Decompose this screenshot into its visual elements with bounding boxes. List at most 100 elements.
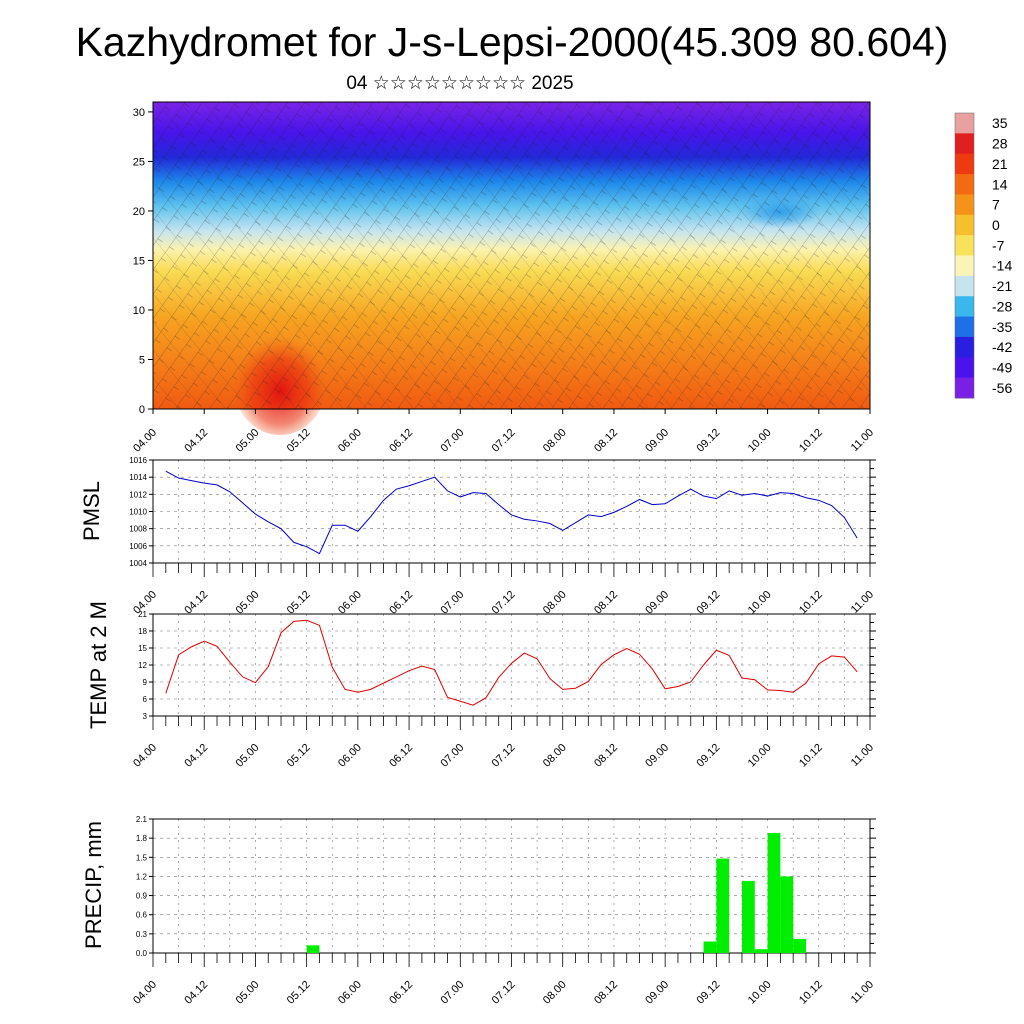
page-title: Kazhydromet for J-s-Lepsi-2000(45.309 80…	[75, 19, 949, 65]
colorbar-swatch	[955, 113, 974, 134]
cs-y-tick-label: 15	[133, 255, 145, 267]
x-tick-label: 06.00	[336, 589, 364, 617]
cs-x-tick-label: 06.00	[336, 427, 364, 455]
series-line	[165, 619, 858, 706]
colorbar-label: -28	[992, 298, 1012, 314]
colorbar-swatch	[955, 194, 974, 216]
x-tick-label: 07.00	[438, 979, 466, 1007]
y-tick-label: 0.9	[136, 892, 148, 901]
x-tick-label: 08.12	[592, 979, 620, 1007]
precip-axis-title: PRECIP, mm	[81, 821, 106, 949]
x-tick-label: 10.00	[746, 742, 774, 770]
page-subtitle: 04 ☆☆☆☆☆☆☆☆☆ 2025	[346, 73, 574, 94]
x-tick-label: 11.00	[849, 979, 876, 1006]
y-tick-label: 1004	[129, 559, 147, 568]
colorbar-label: -56	[992, 380, 1012, 396]
colorbar-label: 35	[992, 115, 1008, 131]
colorbar-swatch	[955, 357, 974, 379]
colorbar-label: -7	[992, 237, 1005, 253]
y-tick-label: 1006	[129, 542, 147, 551]
precip-bar	[780, 876, 794, 953]
x-tick-label: 09.00	[643, 589, 671, 617]
x-tick-label: 10.12	[797, 979, 825, 1007]
cs-y-tick-label: 30	[133, 107, 145, 119]
x-tick-label: 10.00	[746, 979, 774, 1007]
x-tick-label: 05.12	[285, 742, 313, 770]
y-tick-label: 6	[143, 695, 148, 704]
precip-bar	[793, 938, 806, 953]
colorbar-label: 14	[992, 176, 1008, 192]
precip-bar	[767, 833, 781, 953]
x-tick-label: 05.12	[285, 589, 313, 617]
y-tick-label: 1016	[129, 456, 147, 465]
precip-bar	[741, 880, 755, 953]
x-tick-label: 06.12	[387, 589, 415, 617]
y-tick-label: 15	[138, 644, 147, 653]
y-tick-label: 0.3	[136, 930, 148, 939]
x-tick-label: 05.00	[234, 979, 262, 1007]
colorbar-swatch	[955, 336, 974, 358]
x-tick-label: 11.00	[849, 589, 876, 616]
x-tick-label: 08.00	[541, 742, 569, 770]
colorbar-label: 21	[992, 156, 1008, 172]
x-tick-label: 07.12	[490, 979, 518, 1007]
colorbar-swatch	[955, 133, 974, 155]
colorbar: 35 28 21 14 7 0 -7 -14 -21 -28 -35 -42 -49 -56	[954, 112, 1012, 399]
y-tick-label: 1010	[129, 508, 147, 517]
colorbar-swatch	[955, 316, 974, 338]
precip-panel: PRECIP, mm 0.0 0.3 0.6 0.9 1.2 1.5 1.8 2.1 04.00…	[81, 815, 876, 1007]
cs-y-tick-label: 10	[133, 305, 145, 317]
colorbar-swatch	[955, 296, 974, 318]
colorbar-swatch	[955, 153, 974, 175]
colorbar-swatch	[955, 235, 974, 256]
colorbar-label: -42	[992, 339, 1012, 355]
precip-bar	[754, 949, 768, 953]
cs-y-tick-label: 20	[133, 206, 145, 218]
y-tick-label: 0.6	[136, 911, 148, 920]
cs-x-tick-label: 11.00	[849, 427, 876, 454]
x-tick-label: 06.00	[336, 979, 364, 1007]
x-tick-label: 06.12	[387, 742, 415, 770]
y-tick-label: 1.5	[136, 853, 148, 862]
cs-x-tick-label: 07.00	[438, 427, 466, 455]
x-tick-label: 04.12	[182, 742, 210, 770]
cs-x-tick-label: 09.12	[695, 427, 723, 455]
x-tick-label: 09.00	[643, 979, 671, 1007]
colorbar-swatch	[955, 255, 974, 277]
x-tick-label: 08.00	[541, 979, 569, 1007]
cs-x-tick-label: 10.12	[797, 427, 825, 455]
colorbar-frame	[954, 112, 975, 399]
y-tick-label: 0.0	[136, 949, 148, 958]
colorbar-label: 7	[992, 197, 1000, 213]
colorbar-swatch	[955, 377, 974, 399]
cs-y-tick-label: 0	[139, 404, 145, 416]
y-tick-label: 1012	[129, 490, 147, 499]
colorbar-swatch	[955, 275, 974, 297]
x-tick-label: 07.12	[490, 742, 518, 770]
colorbar-label: -14	[992, 258, 1012, 274]
x-tick-label: 08.00	[541, 589, 569, 617]
x-tick-label: 05.12	[285, 979, 313, 1007]
colorbar-label: -35	[992, 319, 1012, 335]
cs-x-tick-label: 05.00	[234, 427, 262, 455]
x-tick-label: 09.00	[643, 742, 671, 770]
x-tick-label: 04.12	[182, 979, 210, 1007]
colorbar-swatch	[955, 174, 974, 195]
x-tick-label: 10.00	[746, 589, 774, 617]
precip-bar	[703, 941, 717, 953]
colorbar-label: 28	[992, 136, 1008, 152]
x-tick-label: 10.12	[797, 589, 825, 617]
y-tick-label: 18	[138, 627, 147, 636]
x-tick-label: 05.00	[234, 742, 262, 770]
cs-x-tick-label: 09.00	[643, 427, 671, 455]
y-tick-label: 9	[143, 678, 148, 687]
cs-x-tick-label: 08.12	[592, 427, 620, 455]
x-tick-label: 08.12	[592, 589, 620, 617]
y-tick-label: 1014	[129, 473, 147, 482]
cs-x-tick-label: 04.00	[131, 427, 159, 455]
cs-x-tick-label: 07.12	[490, 427, 518, 455]
precip-bar	[306, 945, 320, 953]
